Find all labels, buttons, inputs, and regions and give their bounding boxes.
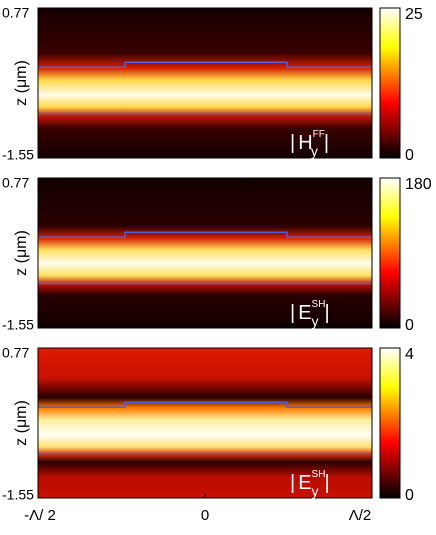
waveguide-outline: [38, 231, 372, 238]
field-subscript: y: [311, 143, 318, 159]
field-superscript: SH: [312, 469, 326, 480]
y-axis-label: z (μm): [13, 60, 30, 106]
heatmap: [38, 348, 372, 498]
y-tick-label: 0.77: [2, 345, 29, 361]
colorbar-tick-label: 0: [405, 487, 414, 504]
field-superscript: FF: [313, 129, 325, 140]
bar: |: [324, 472, 329, 494]
y-tick-label: -1.55: [2, 147, 34, 163]
bar: |: [324, 302, 329, 324]
y-tick-label: 0.77: [2, 5, 29, 21]
colorbar-tick-label: 0: [405, 317, 414, 334]
y-axis-label: z (μm): [13, 230, 30, 276]
field-label: | HFF y |: [290, 129, 329, 159]
y-tick-label: 0.77: [2, 175, 29, 191]
plot-frame: [37, 7, 373, 159]
waveguide-outline: [38, 61, 372, 68]
bar: |: [290, 302, 295, 324]
colorbar: [379, 347, 401, 499]
field-subscript: y: [311, 483, 318, 499]
heatmap: [38, 178, 372, 328]
colorbar-tick-label: 0: [405, 147, 414, 164]
bar: |: [290, 132, 295, 154]
field-subscript: y: [311, 313, 318, 329]
colorbar: [379, 177, 401, 329]
y-tick-label: -1.55: [2, 487, 34, 503]
field-superscript: SH: [312, 299, 326, 310]
colorbar: [379, 7, 401, 159]
colorbar-tick-label: 25: [405, 6, 423, 23]
bar: |: [290, 472, 295, 494]
field-symbol: H: [298, 132, 312, 154]
x-tick-label: -Λ/ 2: [24, 507, 56, 524]
y-tick-label: -1.55: [2, 317, 34, 333]
y-axis-label: z (μm): [13, 400, 30, 446]
heatmap: [38, 8, 372, 158]
x-tick-label: 0: [201, 507, 209, 524]
field-symbol: E: [298, 472, 311, 494]
colorbar-tick-label: 180: [405, 176, 432, 193]
plot-frame: [37, 177, 373, 329]
colorbar-tick-label: 4: [405, 346, 414, 363]
field-label: | ESH y |: [290, 469, 330, 499]
x-tick-label: Λ/2: [349, 507, 372, 524]
waveguide-outline: [38, 401, 372, 408]
bar: |: [324, 132, 329, 154]
field-symbol: E: [298, 302, 311, 324]
field-label: | ESH y |: [290, 299, 330, 329]
